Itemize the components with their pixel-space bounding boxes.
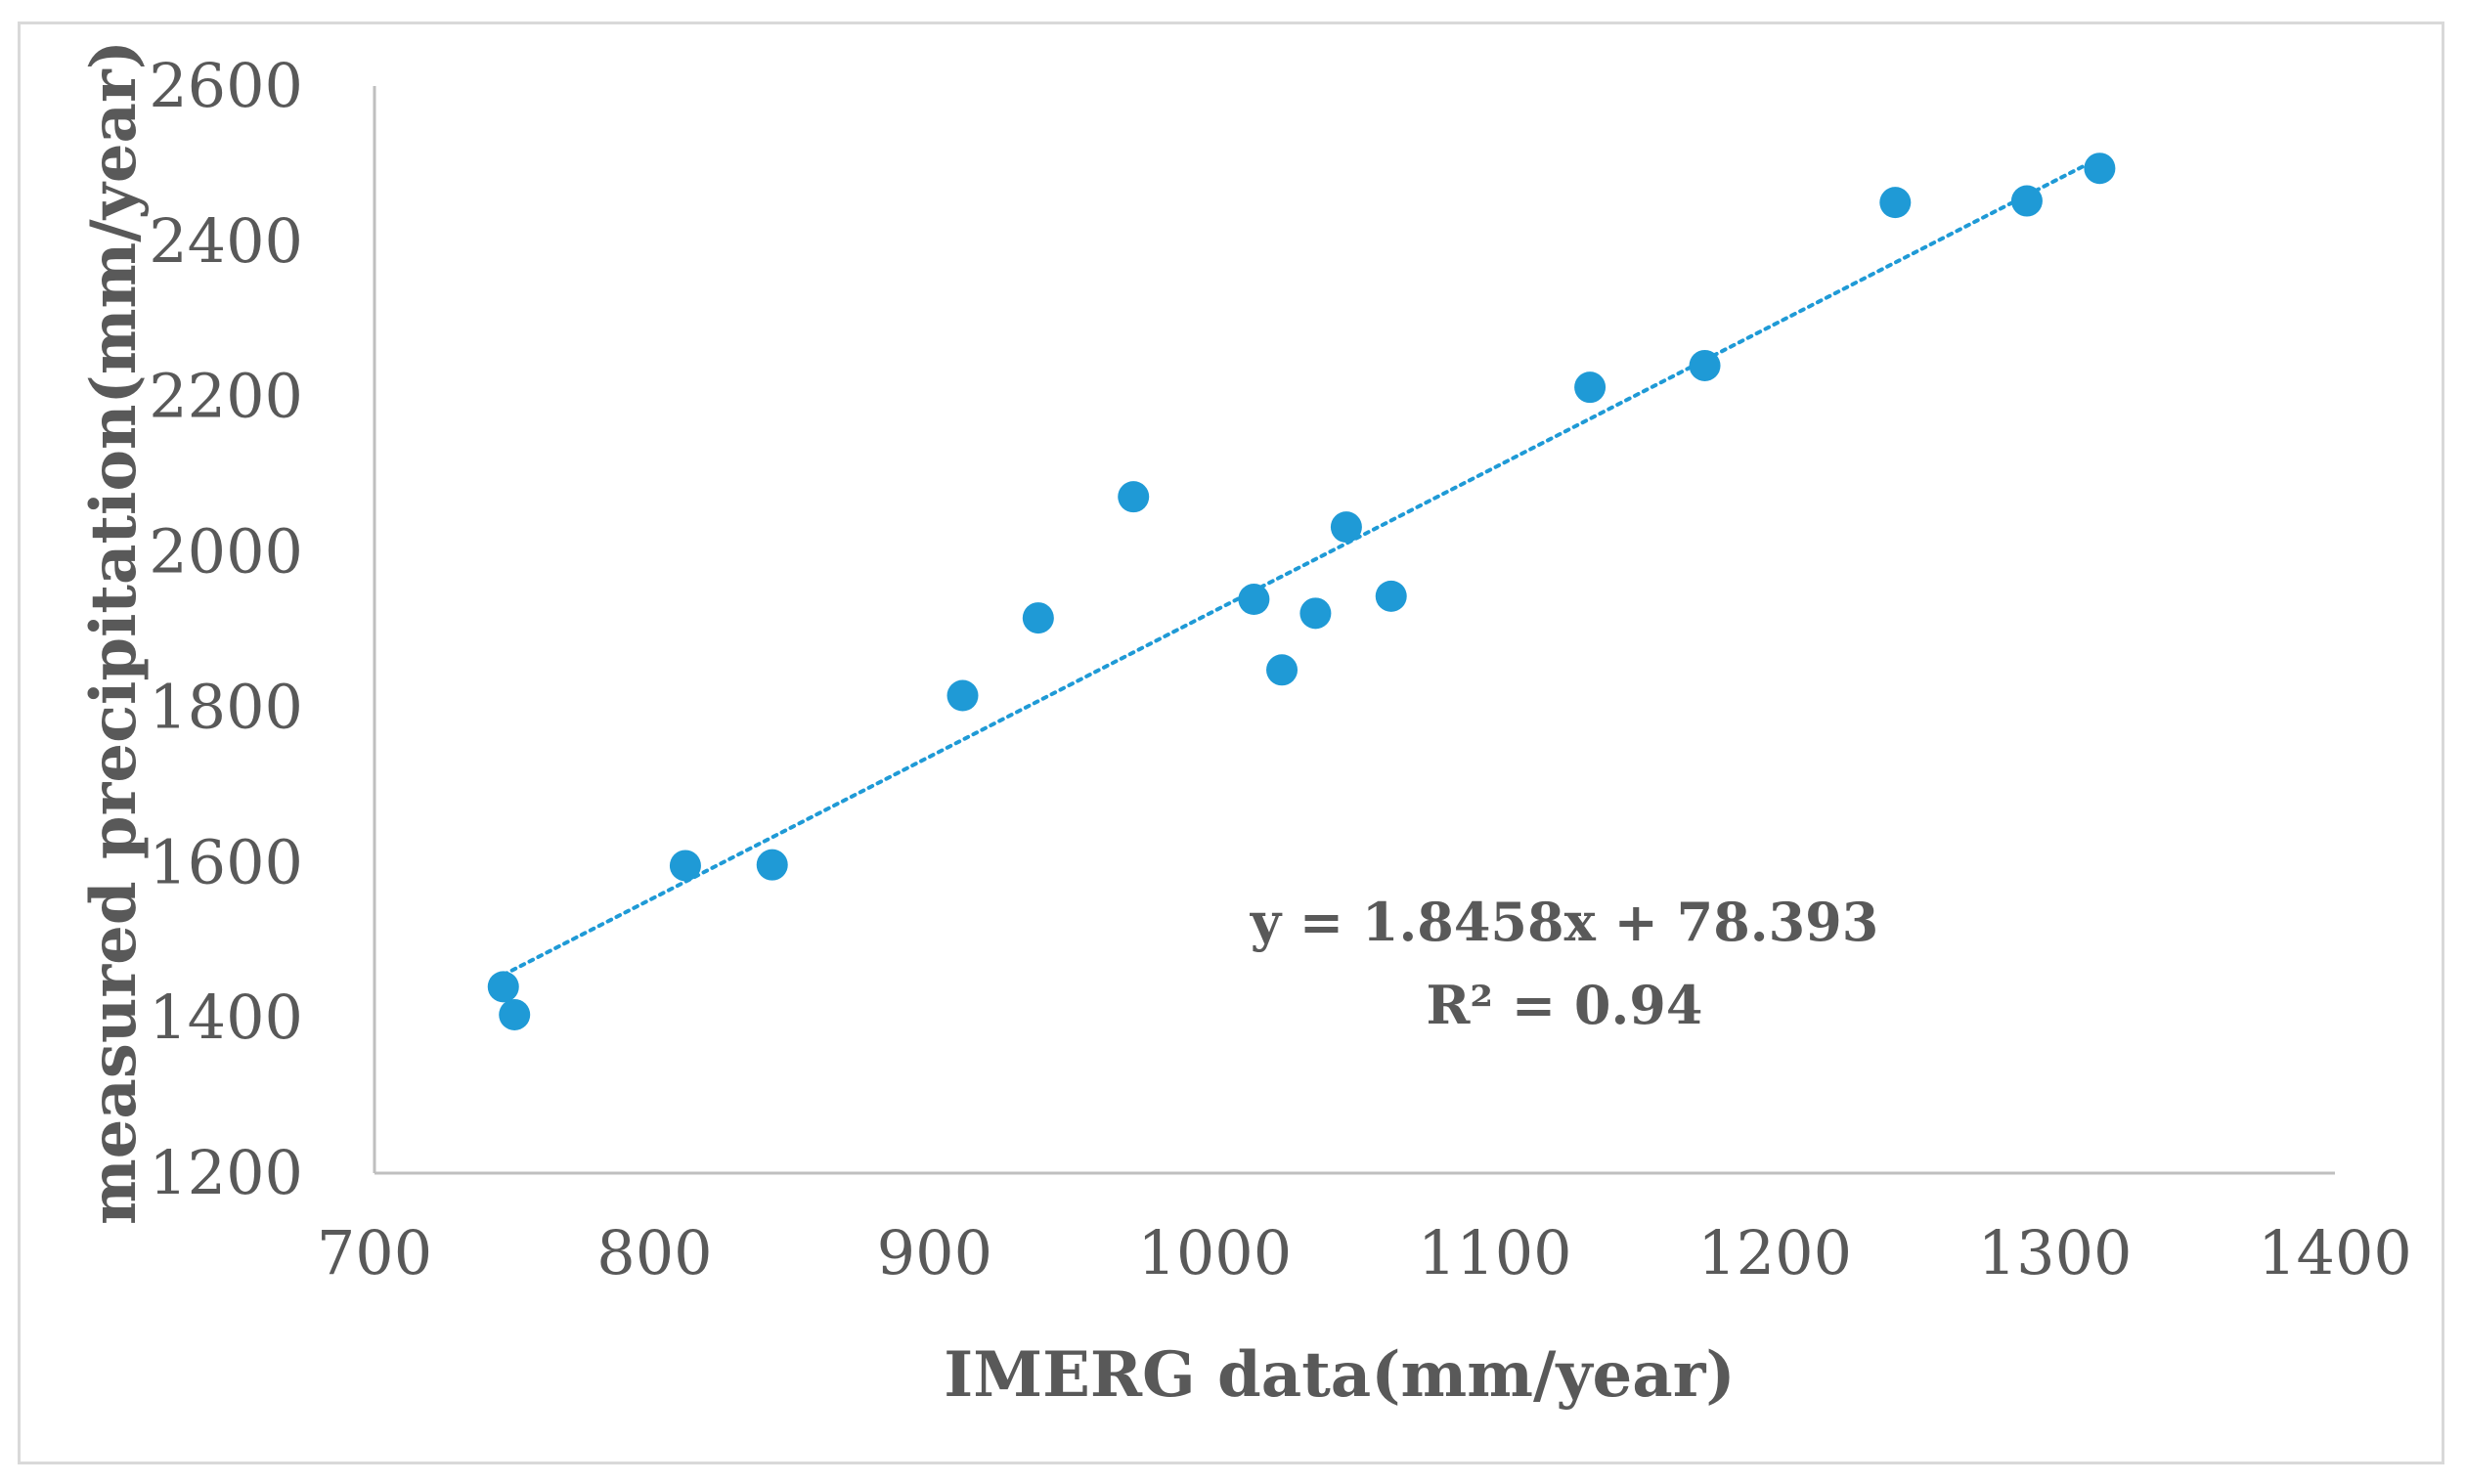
x-tick-label: 1200 [1697, 1217, 1852, 1288]
data-point [1022, 602, 1054, 634]
data-point [1118, 481, 1150, 513]
data-point [946, 679, 979, 712]
y-tick-label: 1200 [149, 1137, 303, 1208]
data-point [669, 850, 701, 882]
data-point [756, 849, 788, 881]
y-tick-label: 1600 [149, 826, 303, 897]
trendline [501, 155, 2102, 978]
data-point [1375, 580, 1407, 612]
x-tick-label: 700 [317, 1217, 432, 1288]
x-axis-title: IMERG data(mm/year) [944, 1338, 1735, 1412]
y-tick-label: 2400 [149, 205, 303, 277]
data-point [1299, 597, 1332, 630]
y-axis-title: measured precipitation(mm/year) [77, 40, 151, 1225]
data-point [1330, 511, 1362, 544]
data-point [1879, 187, 1912, 219]
x-tick-label: 800 [596, 1217, 712, 1288]
y-tick-label: 2000 [149, 516, 303, 588]
y-axis-ticks: 1200 1400 1600 1800 2000 2200 2400 2600 [149, 50, 303, 1208]
r-squared-label: R² = 0.94 [1427, 974, 1703, 1036]
data-point [1689, 349, 1721, 381]
x-tick-label: 1100 [1418, 1217, 1572, 1288]
data-point [1238, 584, 1270, 616]
x-tick-label: 1000 [1137, 1217, 1292, 1288]
data-point [487, 971, 519, 1003]
data-point [1266, 654, 1299, 686]
y-tick-label: 1400 [149, 982, 303, 1053]
data-point [2010, 185, 2043, 217]
data-points [487, 153, 2116, 1030]
y-tick-label: 1800 [149, 671, 303, 742]
data-point [1574, 371, 1607, 404]
x-tick-label: 1300 [1978, 1217, 2133, 1288]
x-tick-label: 1400 [2258, 1217, 2412, 1288]
y-tick-label: 2600 [149, 50, 303, 121]
equation-label: y = 1.8458x + 78.393 [1250, 891, 1879, 953]
data-point [499, 998, 531, 1030]
x-tick-label: 900 [877, 1217, 992, 1288]
chart-frame [18, 22, 2444, 1464]
x-axis-ticks: 700 800 900 1000 1100 1200 1300 1400 [317, 1217, 2412, 1288]
y-tick-label: 2200 [149, 361, 303, 432]
data-point [2084, 153, 2116, 185]
